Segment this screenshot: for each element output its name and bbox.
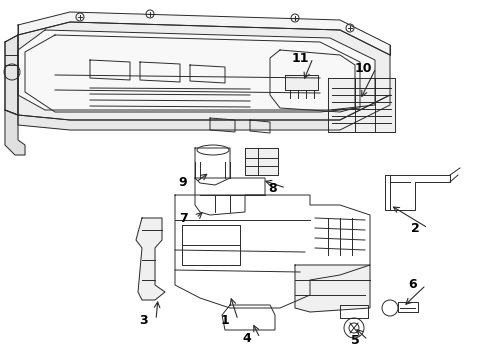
Polygon shape [136,218,165,300]
Text: 1: 1 [220,314,229,327]
Polygon shape [245,148,278,175]
Text: 10: 10 [354,62,372,75]
Polygon shape [295,265,370,312]
Polygon shape [18,12,390,55]
Text: 4: 4 [243,332,251,345]
Text: 11: 11 [291,51,309,64]
Polygon shape [5,110,25,155]
Polygon shape [5,35,18,115]
Text: 2: 2 [411,221,419,234]
Text: 8: 8 [269,181,277,194]
Text: 7: 7 [179,211,187,225]
Polygon shape [18,22,390,120]
Polygon shape [18,30,375,110]
Polygon shape [328,78,395,132]
Text: 6: 6 [409,279,417,292]
Polygon shape [285,75,318,90]
Text: 9: 9 [179,175,187,189]
Polygon shape [18,95,390,130]
Text: 3: 3 [139,314,147,327]
Text: 5: 5 [351,333,359,346]
